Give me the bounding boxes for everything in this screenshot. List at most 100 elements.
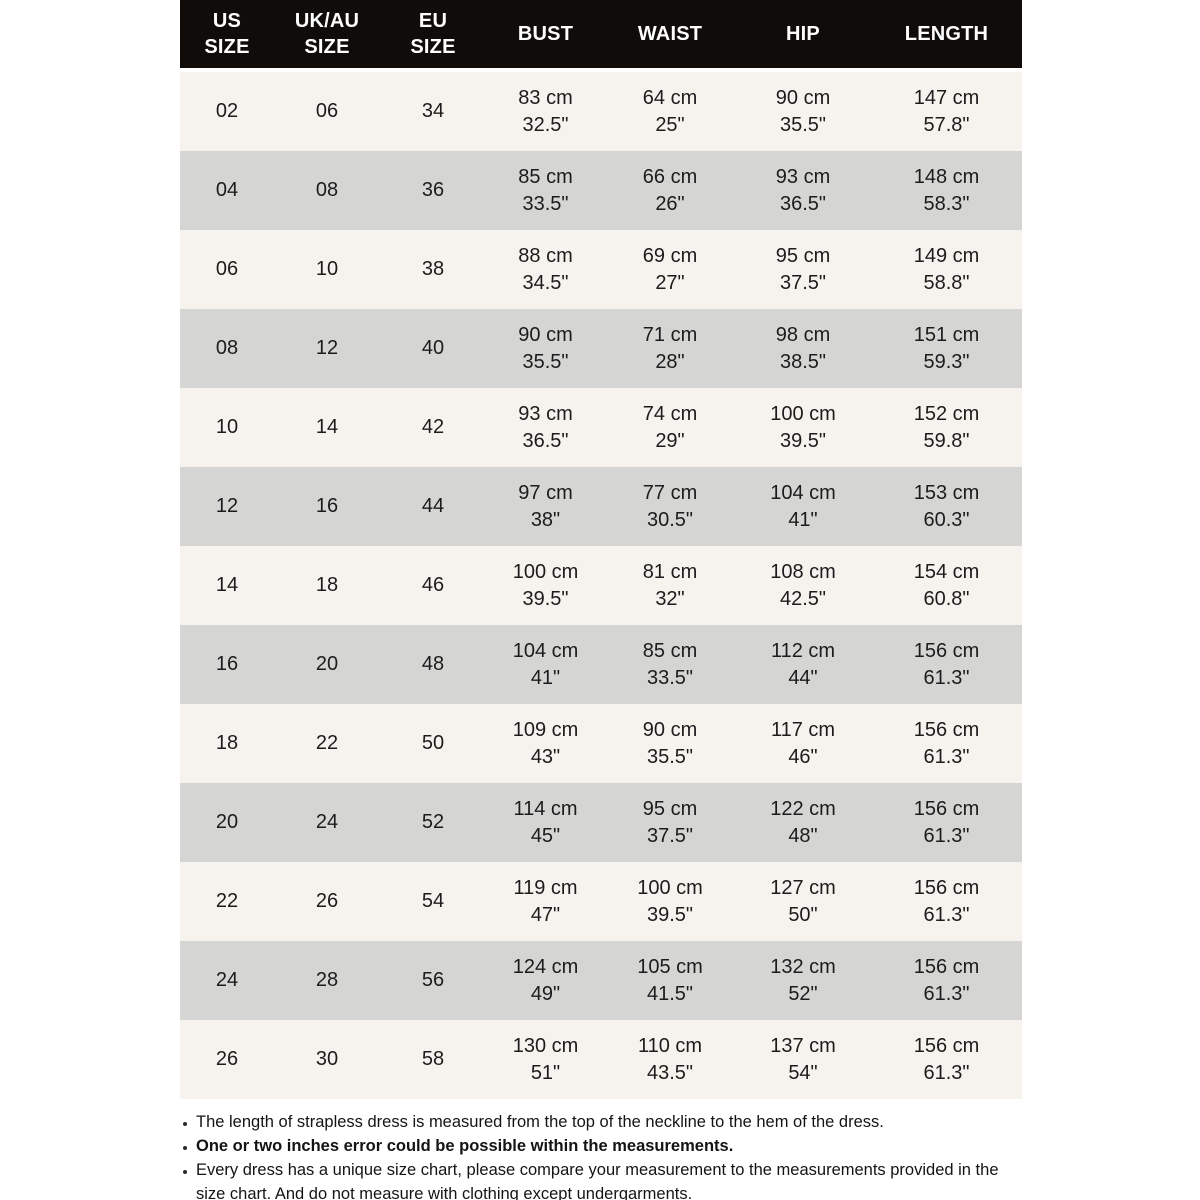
cell-waist: 71 cm 28" <box>642 323 698 373</box>
cell-length: 153 cm 60.3" <box>913 481 980 531</box>
cell-us-size: 14 <box>215 574 239 596</box>
cell-waist: 110 cm 43.5" <box>637 1034 703 1084</box>
cell-length: 156 cm 61.3" <box>913 797 980 847</box>
cell-bust: 97 cm 38" <box>518 481 573 531</box>
cell-bust: 104 cm 41" <box>512 639 579 689</box>
cell-us-size: 12 <box>215 495 239 517</box>
cell-waist: 95 cm 37.5" <box>642 797 698 847</box>
table-row: 16 20 48 104 cm 41" 85 cm 33.5" 112 cm 4… <box>180 625 1022 704</box>
table-row: 24 28 56 124 cm 49" 105 cm 41.5" 132 cm … <box>180 941 1022 1020</box>
cell-waist: 105 cm 41.5" <box>637 955 703 1005</box>
cell-eu-size: 58 <box>421 1048 445 1070</box>
cell-ukau-size: 20 <box>315 653 339 675</box>
cell-hip: 90 cm 35.5" <box>775 86 831 136</box>
cell-waist: 74 cm 29" <box>642 402 698 452</box>
cell-us-size: 20 <box>215 811 239 833</box>
cell-bust: 119 cm 47" <box>513 876 578 926</box>
cell-hip: 122 cm 48" <box>770 797 836 847</box>
cell-length: 154 cm 60.8" <box>913 560 980 610</box>
cell-waist: 100 cm 39.5" <box>637 876 703 926</box>
cell-waist: 90 cm 35.5" <box>642 718 698 768</box>
cell-ukau-size: 14 <box>315 416 339 438</box>
cell-hip: 98 cm 38.5" <box>775 323 831 373</box>
bullet-icon <box>183 1146 187 1150</box>
cell-waist: 81 cm 32" <box>642 560 698 610</box>
cell-ukau-size: 10 <box>315 258 339 280</box>
cell-hip: 100 cm 39.5" <box>770 402 836 452</box>
table-row: 12 16 44 97 cm 38" 77 cm 30.5" 104 cm 41… <box>180 467 1022 546</box>
cell-ukau-size: 06 <box>315 100 339 122</box>
cell-length: 147 cm 57.8" <box>913 86 980 136</box>
footnote-text: Every dress has a unique size chart, ple… <box>196 1161 999 1200</box>
cell-ukau-size: 16 <box>315 495 339 517</box>
cell-waist: 64 cm 25" <box>642 86 698 136</box>
cell-bust: 130 cm 51" <box>512 1034 579 1084</box>
cell-eu-size: 38 <box>421 258 445 280</box>
col-header-us-size: US SIZE <box>180 0 274 72</box>
cell-length: 151 cm 59.3" <box>913 323 980 373</box>
cell-waist: 69 cm 27" <box>642 244 698 294</box>
cell-bust: 90 cm 35.5" <box>518 323 573 373</box>
cell-ukau-size: 24 <box>315 811 339 833</box>
footnote-text: One or two inches error could be possibl… <box>196 1137 734 1155</box>
footnote-error-note: One or two inches error could be possibl… <box>180 1134 1010 1158</box>
cell-length: 149 cm 58.8" <box>913 244 980 294</box>
cell-length: 152 cm 59.8" <box>913 402 980 452</box>
cell-hip: 117 cm 46" <box>770 718 836 768</box>
cell-eu-size: 42 <box>421 416 445 438</box>
table-row: 18 22 50 109 cm 43" 90 cm 35.5" 117 cm 4… <box>180 704 1022 783</box>
cell-ukau-size: 08 <box>315 179 339 201</box>
cell-bust: 83 cm 32.5" <box>518 86 573 136</box>
cell-us-size: 22 <box>215 890 239 912</box>
footnote-measure-note: Every dress has a unique size chart, ple… <box>180 1158 1010 1200</box>
cell-hip: 108 cm 42.5" <box>770 560 836 610</box>
cell-ukau-size: 28 <box>315 969 339 991</box>
cell-waist: 66 cm 26" <box>642 165 698 215</box>
col-header-eu-size: EU SIZE <box>380 0 486 72</box>
col-header-hip: HIP <box>735 0 871 72</box>
cell-eu-size: 50 <box>421 732 445 754</box>
cell-us-size: 02 <box>215 100 239 122</box>
cell-ukau-size: 26 <box>315 890 339 912</box>
cell-bust: 88 cm 34.5" <box>518 244 573 294</box>
table-row: 20 24 52 114 cm 45" 95 cm 37.5" 122 cm 4… <box>180 783 1022 862</box>
table-row: 22 26 54 119 cm 47" 100 cm 39.5" 127 cm … <box>180 862 1022 941</box>
cell-eu-size: 44 <box>421 495 445 517</box>
cell-hip: 132 cm 52" <box>770 955 836 1005</box>
footnote-length-note: The length of strapless dress is measure… <box>180 1110 1010 1134</box>
table-row: 08 12 40 90 cm 35.5" 71 cm 28" 98 cm 38.… <box>180 309 1022 388</box>
table-row: 02 06 34 83 cm 32.5" 64 cm 25" 90 cm 35.… <box>180 70 1022 151</box>
cell-ukau-size: 18 <box>315 574 339 596</box>
cell-length: 156 cm 61.3" <box>913 718 980 768</box>
cell-eu-size: 54 <box>421 890 445 912</box>
cell-length: 156 cm 61.3" <box>913 955 980 1005</box>
cell-ukau-size: 12 <box>315 337 339 359</box>
cell-us-size: 18 <box>215 732 239 754</box>
cell-us-size: 16 <box>215 653 239 675</box>
cell-waist: 85 cm 33.5" <box>642 639 698 689</box>
cell-bust: 93 cm 36.5" <box>518 402 573 452</box>
cell-bust: 100 cm 39.5" <box>512 560 579 610</box>
cell-ukau-size: 30 <box>315 1048 339 1070</box>
bullet-icon <box>183 1122 187 1126</box>
cell-us-size: 26 <box>215 1048 239 1070</box>
footnote-text: The length of strapless dress is measure… <box>196 1113 884 1131</box>
cell-eu-size: 34 <box>421 100 445 122</box>
cell-eu-size: 46 <box>421 574 445 596</box>
table-row: 06 10 38 88 cm 34.5" 69 cm 27" 95 cm 37.… <box>180 230 1022 309</box>
cell-bust: 114 cm 45" <box>513 797 578 847</box>
cell-hip: 137 cm 54" <box>770 1034 836 1084</box>
cell-hip: 93 cm 36.5" <box>775 165 831 215</box>
col-header-length: LENGTH <box>871 0 1022 72</box>
header-row: US SIZE UK/AU SIZE EU SIZE BUST WAIST HI… <box>180 0 1022 72</box>
cell-length: 156 cm 61.3" <box>913 639 980 689</box>
cell-ukau-size: 22 <box>315 732 339 754</box>
cell-length: 156 cm 61.3" <box>913 876 980 926</box>
cell-eu-size: 52 <box>421 811 445 833</box>
col-header-ukau-size: UK/AU SIZE <box>274 0 380 72</box>
cell-length: 148 cm 58.3" <box>913 165 980 215</box>
size-chart: US SIZE UK/AU SIZE EU SIZE BUST WAIST HI… <box>180 0 1022 1200</box>
cell-eu-size: 40 <box>421 337 445 359</box>
cell-bust: 85 cm 33.5" <box>518 165 573 215</box>
cell-hip: 112 cm 44" <box>770 639 836 689</box>
